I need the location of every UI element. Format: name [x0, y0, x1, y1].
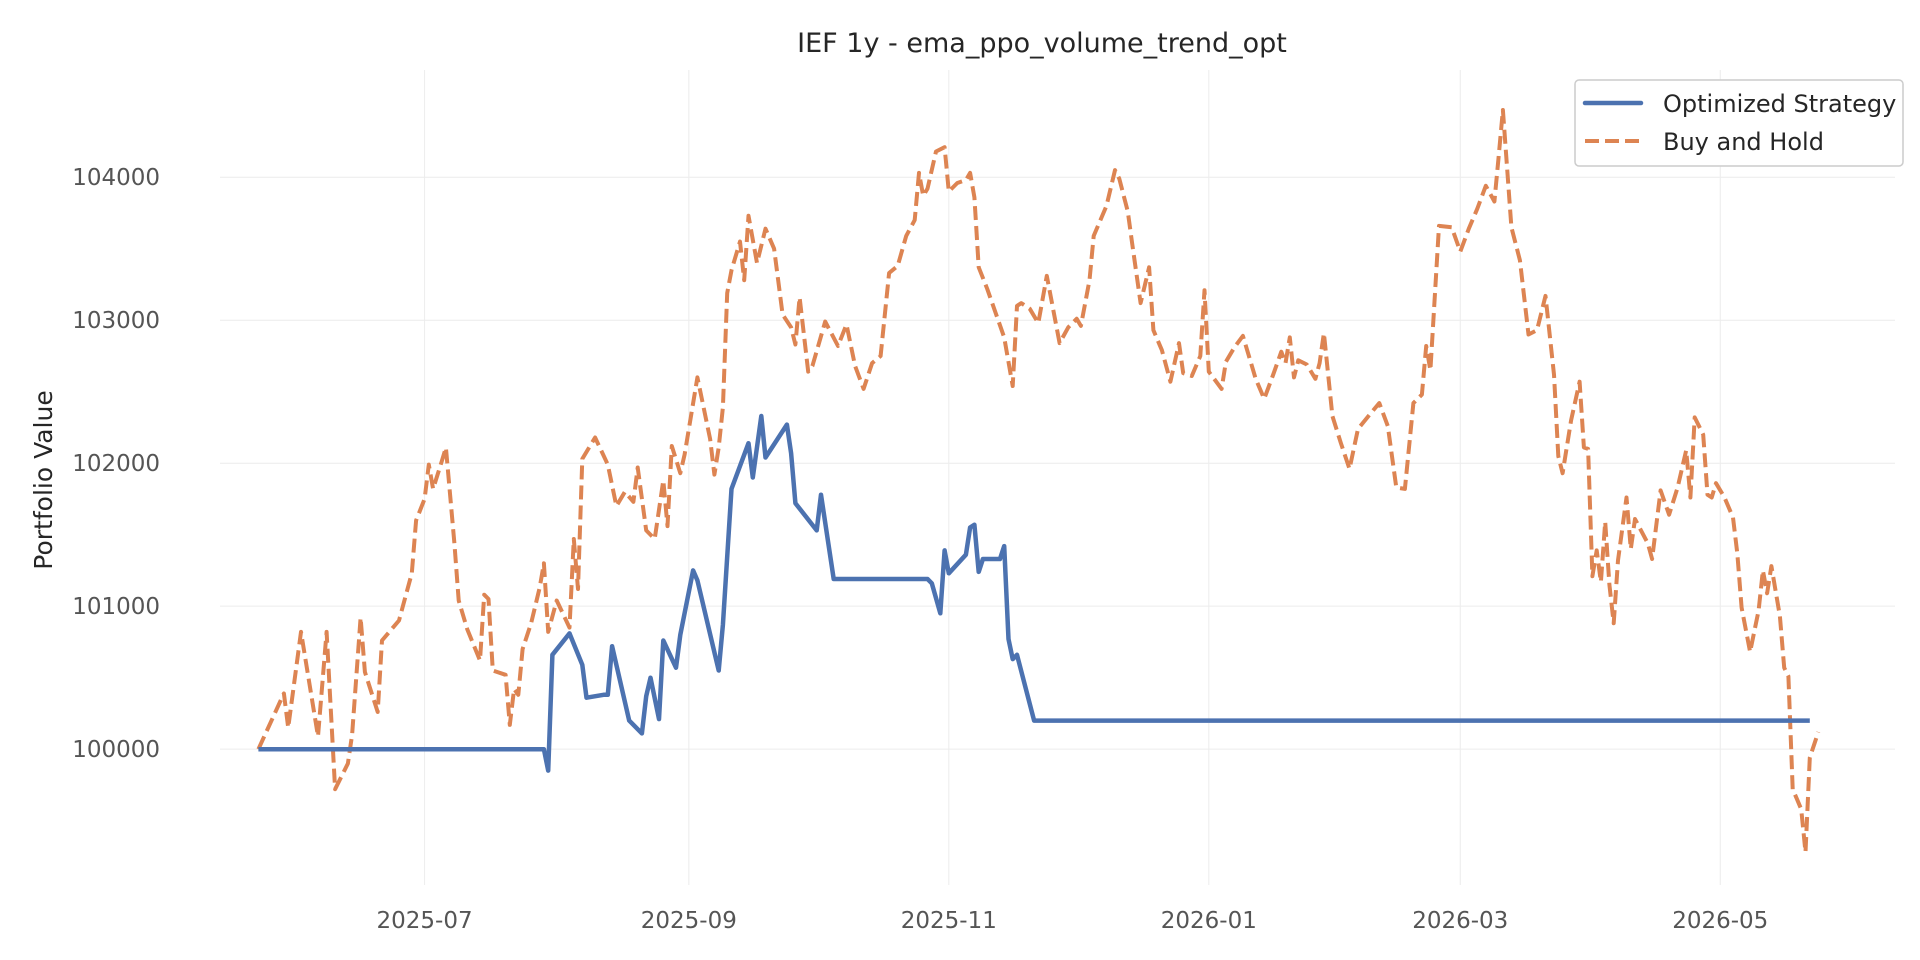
series-line-buy-and-hold	[256, 108, 1821, 855]
y-tick-label: 100000	[72, 737, 160, 763]
legend-entry-optimized: Optimized Strategy	[1582, 90, 1896, 118]
y-axis-ticks: 100000 101000 102000 103000 104000	[72, 165, 160, 763]
legend: Optimized Strategy Buy and Hold	[1574, 79, 1904, 167]
legend-label-optimized: Optimized Strategy	[1663, 90, 1896, 118]
y-axis-label: Portfolio Value	[29, 390, 58, 569]
x-tick-label: 2026-01	[1161, 908, 1257, 934]
series-line-optimized-strategy	[258, 413, 1810, 773]
series-layer	[256, 108, 1821, 855]
legend-entry-buy-and-hold: Buy and Hold	[1585, 128, 1824, 156]
legend-label-buy-and-hold: Buy and Hold	[1663, 128, 1824, 156]
y-tick-label: 104000	[72, 165, 160, 191]
y-tick-label: 102000	[72, 451, 160, 477]
grid	[220, 70, 1895, 885]
x-tick-label: 2025-07	[377, 908, 473, 934]
x-tick-label: 2025-11	[901, 908, 997, 934]
x-tick-label: 2026-03	[1412, 908, 1508, 934]
y-tick-label: 101000	[72, 594, 160, 620]
legend-box	[1574, 79, 1904, 167]
x-tick-label: 2026-05	[1672, 908, 1768, 934]
x-tick-label: 2025-09	[641, 908, 737, 934]
x-axis-ticks: 2025-07 2025-09 2025-11 2026-01 2026-03 2026-…	[377, 908, 1769, 934]
chart-title: IEF 1y - ema_ppo_volume_trend_opt	[797, 28, 1287, 59]
y-tick-label: 103000	[72, 308, 160, 334]
